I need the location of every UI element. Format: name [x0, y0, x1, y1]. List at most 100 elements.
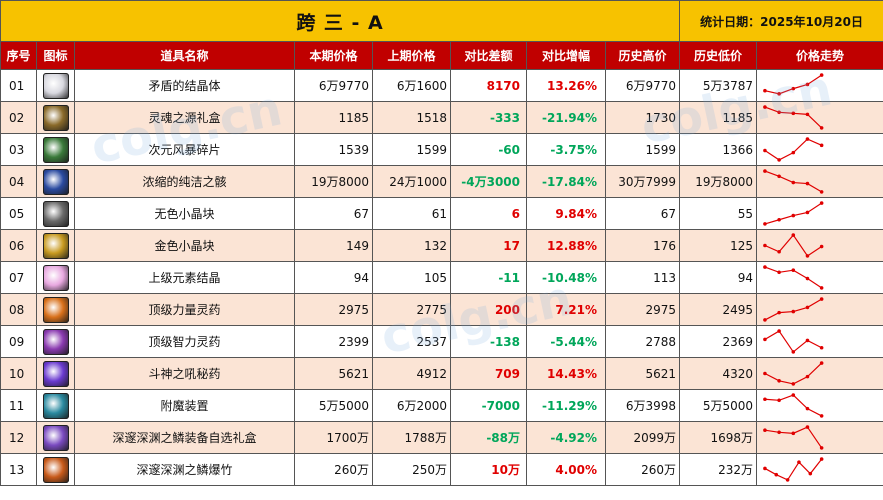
price-diff: -4万3000	[450, 165, 527, 198]
item-name: 上级元素结晶	[74, 261, 295, 294]
price-trend-cell	[756, 69, 883, 102]
intellect-potion-icon	[42, 328, 69, 355]
trend-point	[805, 338, 810, 343]
previous-price: 2775	[372, 293, 451, 326]
previous-price: 6万1600	[372, 69, 451, 102]
history-high: 113	[604, 261, 681, 294]
price-change-pct: -3.75%	[526, 133, 606, 166]
price-trend-sparkline	[763, 233, 824, 258]
price-trend-sparkline	[763, 393, 824, 418]
table-row: 12 深邃深渊之鳞装备自选礼盒 1700万 1788万 -88万 -4.92% 2099万 1…	[0, 421, 883, 454]
row-index: 02	[0, 101, 37, 134]
trend-line	[764, 234, 823, 257]
price-trend-sparkline	[763, 265, 824, 290]
price-trend-sparkline	[763, 169, 824, 194]
sheet-title: 跨 三 - A	[0, 0, 681, 42]
price-change-pct: -5.44%	[526, 325, 606, 358]
trend-point	[819, 244, 824, 249]
col-history-high-header: 历史高价	[604, 41, 681, 70]
history-low: 2495	[679, 293, 758, 326]
table-body: 01 矛盾的结晶体 6万9770 6万1600 8170 13.26% 6万9770 5万37…	[0, 69, 883, 486]
history-high: 5621	[604, 357, 681, 390]
trend-point	[819, 73, 824, 77]
price-change-pct: -21.94%	[526, 101, 606, 134]
trend-line	[764, 394, 822, 417]
trend-line	[764, 74, 823, 95]
price-change-pct: 4.00%	[526, 453, 606, 486]
col-previous-price-header: 上期价格	[372, 41, 451, 70]
trend-line	[764, 330, 822, 353]
item-icon-cell	[36, 165, 75, 198]
table-row: 11 附魔装置 5万5000 6万2000 -7000 -11.29% 6万3998 5万50…	[0, 389, 883, 422]
pure-skull-icon	[42, 168, 69, 195]
col-price-trend-header: 价格走势	[756, 41, 883, 70]
price-trend-cell	[756, 453, 883, 486]
table-row: 10 斗神之吼秘药 5621 4912 709 14.43% 5621 4320	[0, 357, 883, 390]
item-icon-cell	[36, 325, 75, 358]
war-god-potion-icon	[42, 360, 69, 387]
history-high: 176	[604, 229, 681, 262]
table-row: 05 无色小晶块 67 61 6 9.84% 67 55	[0, 197, 883, 230]
trend-point	[763, 466, 767, 471]
history-low: 19万8000	[679, 165, 758, 198]
price-trend-cell	[756, 229, 883, 262]
trend-point	[777, 174, 781, 179]
history-high: 30万7999	[604, 165, 681, 198]
history-high: 6万3998	[604, 389, 681, 422]
price-diff: -7000	[450, 389, 527, 422]
price-trend-sparkline	[763, 425, 824, 450]
price-trend-cell	[756, 293, 883, 326]
item-icon-cell	[36, 421, 75, 454]
trend-line	[764, 298, 823, 321]
item-name: 顶级智力灵药	[74, 325, 295, 358]
row-index: 08	[0, 293, 37, 326]
previous-price: 132	[372, 229, 451, 262]
history-low: 5万5000	[679, 389, 758, 422]
trend-point	[797, 460, 801, 464]
trend-point	[819, 190, 824, 194]
price-trend-cell	[756, 421, 883, 454]
trend-point	[819, 361, 824, 365]
history-low: 1185	[679, 101, 758, 134]
trend-point	[777, 430, 781, 435]
trend-point	[785, 478, 790, 482]
item-icon-cell	[36, 133, 75, 166]
history-high: 2788	[604, 325, 681, 358]
col-change-pct-header: 对比增幅	[526, 41, 606, 70]
price-table: 跨 三 - A 统计日期：2025年10月20日 序号 图标 道具名称 本期价格 上期价…	[0, 0, 883, 486]
row-index: 07	[0, 261, 37, 294]
price-trend-sparkline	[763, 361, 824, 386]
trend-point	[791, 393, 796, 397]
trend-point	[791, 180, 796, 185]
row-index: 12	[0, 421, 37, 454]
enchant-device-icon	[42, 392, 69, 419]
item-name: 附魔装置	[74, 389, 295, 422]
trend-point	[777, 398, 781, 403]
trend-point	[791, 111, 796, 116]
price-trend-sparkline	[763, 105, 824, 130]
price-trend-cell	[756, 261, 883, 294]
history-low: 1366	[679, 133, 758, 166]
item-name: 深邃深渊之鳞装备自选礼盒	[74, 421, 295, 454]
trend-point	[763, 88, 767, 93]
row-index: 11	[0, 389, 37, 422]
previous-price: 61	[372, 197, 451, 230]
price-diff: -138	[450, 325, 527, 358]
trend-point	[777, 249, 781, 254]
trend-point	[763, 397, 767, 402]
trend-point	[763, 371, 767, 376]
trend-point	[791, 268, 796, 272]
price-trend-cell	[756, 357, 883, 390]
trend-point	[777, 270, 781, 275]
price-diff: 10万	[450, 453, 527, 486]
price-change-pct: -10.48%	[526, 261, 606, 294]
row-index: 09	[0, 325, 37, 358]
price-diff: 6	[450, 197, 527, 230]
item-icon-cell	[36, 197, 75, 230]
trend-point	[819, 446, 824, 450]
price-trend-cell	[756, 133, 883, 166]
price-trend-sparkline	[763, 329, 824, 354]
storm-shard-icon	[42, 136, 69, 163]
item-name: 次元风暴碎片	[74, 133, 295, 166]
row-index: 05	[0, 197, 37, 230]
